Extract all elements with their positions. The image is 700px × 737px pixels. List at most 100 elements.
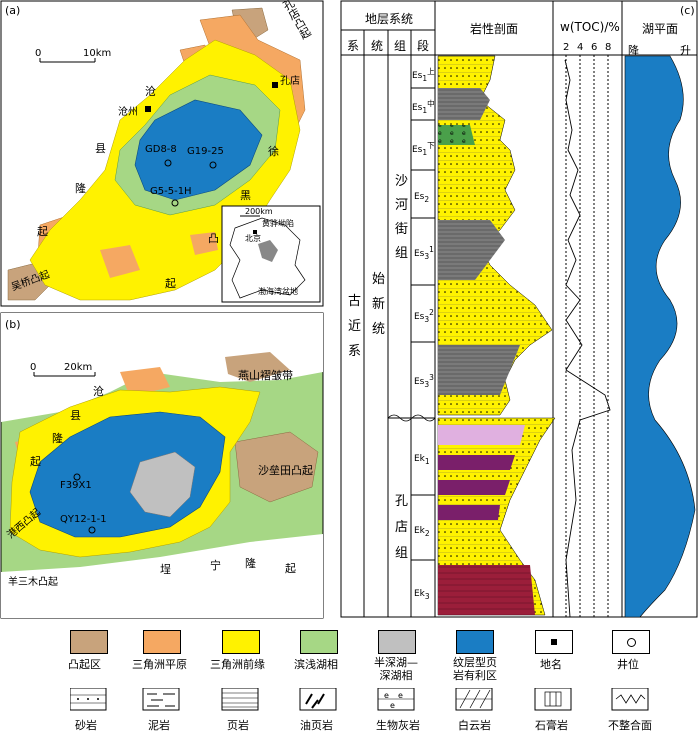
svg-text:e: e xyxy=(390,701,395,710)
panel-c-column: e xyxy=(340,0,698,618)
member-es1-upper: Es1上 xyxy=(412,67,435,83)
header-col-series: 统 xyxy=(371,39,384,53)
series-char-1: 始 xyxy=(372,272,386,287)
toc-tick-4: 4 xyxy=(577,42,584,53)
member-es3-2: Es32 xyxy=(414,308,434,324)
legend-swatch-delta-front xyxy=(222,630,260,654)
shahejie-char-1: 沙 xyxy=(395,174,409,189)
member-es3-1: Es31 xyxy=(414,245,434,261)
legend-swatch-shale xyxy=(221,688,259,711)
legend-swatch-shallow-lake xyxy=(300,630,338,654)
header-col-system: 系 xyxy=(347,39,360,53)
legend-swatch-unconformity xyxy=(611,688,649,711)
system-char-2: 近 xyxy=(348,319,362,334)
panel-b-label: (b) xyxy=(5,318,21,331)
shaleitian-label: 沙垒田凸起 xyxy=(258,464,313,477)
scale-b-end: 20km xyxy=(64,362,93,373)
legend-label-shale: 页岩 xyxy=(227,719,249,732)
lake-level-curve xyxy=(624,55,696,618)
member-ek2: Ek2 xyxy=(414,526,430,538)
b-left-rise-4: 起 xyxy=(30,455,41,468)
yangsanmu-label: 羊三木凸起 xyxy=(8,577,58,588)
legend-swatch-deep-lake xyxy=(378,630,416,654)
member-es1-middle: Es1中 xyxy=(412,99,435,115)
scale-a-start: 0 xyxy=(35,48,42,59)
legend-swatch-gypsum xyxy=(534,688,572,711)
legend-label-well: 井位 xyxy=(617,658,639,671)
legend-label-gypsum: 石膏岩 xyxy=(535,719,568,732)
toc-tick-2: 2 xyxy=(563,42,570,53)
toc-tick-6: 6 xyxy=(591,42,598,53)
member-es3-3: Es33 xyxy=(414,373,434,389)
inset-basin: 渤海湾盆地 xyxy=(258,287,298,296)
inset-scale: 200km xyxy=(245,207,273,216)
legend-swatch-delta-plain xyxy=(143,630,181,654)
a-right-rise-4: 起 xyxy=(165,277,176,290)
legend-swatch-place xyxy=(535,630,573,654)
header-toc: w(TOC)/% xyxy=(560,20,620,34)
a-left-rise-2: 县 xyxy=(95,142,106,155)
scale-bar-a xyxy=(39,58,96,63)
b-bottom-rise-1: 埕 xyxy=(160,563,171,576)
b-bottom-rise-2: 宁 xyxy=(210,559,221,572)
kongdian-char-1: 孔 xyxy=(395,494,409,509)
b-left-rise-3: 隆 xyxy=(52,432,63,445)
b-bottom-rise-3: 隆 xyxy=(245,557,256,570)
shahejie-char-4: 组 xyxy=(395,246,409,261)
member-ek3: Ek3 xyxy=(414,589,430,601)
scale-bar-b xyxy=(33,372,96,377)
yanshan-label: 燕山褶皱带 xyxy=(238,369,293,382)
panel-a-label: (a) xyxy=(5,4,21,17)
header-col-member: 段 xyxy=(417,39,430,53)
a-left-rise-4: 起 xyxy=(37,225,48,238)
legend-label-favorable-shale: 纹层型页岩有利区 xyxy=(453,656,497,682)
shahejie-char-3: 街 xyxy=(395,222,409,237)
legend-swatch-oil-shale xyxy=(299,688,337,711)
shahejie-char-2: 河 xyxy=(395,198,409,213)
legend-label-bio-limestone: 生物灰岩 xyxy=(376,719,420,732)
well-g5-5-1h-marker xyxy=(171,199,179,207)
header-lake-level: 湖平面 xyxy=(642,22,679,36)
panel-b-map xyxy=(0,312,324,619)
svg-text:e: e xyxy=(398,691,403,700)
header-strat-system: 地层系统 xyxy=(365,12,414,26)
legend-label-mudstone: 泥岩 xyxy=(148,719,170,732)
legend-label-sandstone: 砂岩 xyxy=(75,719,97,732)
place-cangzhou-marker xyxy=(145,106,151,112)
legend-label-shallow-lake: 滨浅湖相 xyxy=(294,658,338,671)
a-left-rise-1: 沧 xyxy=(145,85,156,98)
kongdian-char-3: 组 xyxy=(395,546,409,561)
well-g5-5-1h-label: G5-5-1H xyxy=(150,186,192,197)
system-char-1: 古 xyxy=(348,294,362,309)
member-es2: Es2 xyxy=(414,192,430,204)
a-right-rise-2: 黑 xyxy=(240,189,251,202)
legend-swatch-well xyxy=(612,630,650,654)
series-char-3: 统 xyxy=(372,322,386,337)
inset-map xyxy=(221,205,321,303)
place-cangzhou-label: 沧州 xyxy=(118,107,138,118)
scale-a-end: 10km xyxy=(83,48,112,59)
legend-swatch-mudstone xyxy=(142,688,180,711)
kongdian-char-2: 店 xyxy=(395,520,409,535)
legend-swatch-bio-limestone: e ee xyxy=(377,688,415,711)
legend-label-unconformity: 不整合面 xyxy=(608,719,652,732)
well-gd8-8-marker xyxy=(164,159,172,167)
well-qy12-1-1-label: QY12-1-1 xyxy=(60,514,107,525)
panel-c-label: (c) xyxy=(680,4,695,17)
toc-curve xyxy=(564,59,611,618)
lithology-section xyxy=(437,55,556,616)
legend-lithology-swatches: e ee xyxy=(70,688,649,711)
legend-swatch-uplift xyxy=(70,630,108,654)
legend-swatch-favorable-shale xyxy=(456,630,494,654)
a-right-rise-1: 徐 xyxy=(268,145,279,158)
legend-swatch-sandstone xyxy=(70,688,107,711)
place-kongdian-label: 孔店 xyxy=(280,76,300,87)
header-lithology: 岩性剖面 xyxy=(470,22,519,36)
legend-label-dolomite: 白云岩 xyxy=(458,719,491,732)
legend-label-oil-shale: 油页岩 xyxy=(300,719,333,732)
a-right-rise-3: 凸 xyxy=(208,232,219,245)
toc-tick-8: 8 xyxy=(605,42,612,53)
scale-b-start: 0 xyxy=(30,362,37,373)
inset-region: 黄骅坳陷 xyxy=(262,219,294,228)
well-g19-25-marker xyxy=(209,161,217,169)
